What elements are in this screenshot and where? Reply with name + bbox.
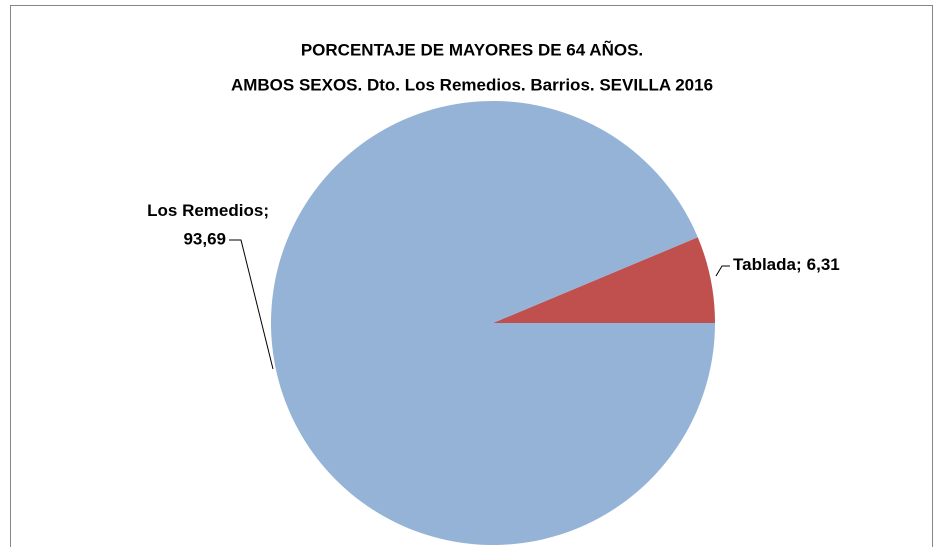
value-label: 93,69 <box>183 229 226 248</box>
category-label: Los Remedios <box>147 201 263 220</box>
leader-line <box>229 239 274 370</box>
data-label: Los Remedios; <box>147 201 269 220</box>
leader-line <box>715 265 730 277</box>
value-label: 6,31 <box>807 255 840 274</box>
chart-frame <box>10 5 933 547</box>
chart-title: PORCENTAJE DE MAYORES DE 64 AÑOS. <box>301 39 643 59</box>
data-label: Tablada; 6,31 <box>733 255 840 274</box>
category-label: Tablada <box>733 255 797 274</box>
pie-slice <box>271 101 715 545</box>
pie-slice <box>493 237 715 323</box>
label-separator: ; <box>263 201 269 220</box>
label-separator: ; <box>796 255 802 274</box>
chart-title: AMBOS SEXOS. Dto. Los Remedios. Barrios.… <box>231 75 713 94</box>
